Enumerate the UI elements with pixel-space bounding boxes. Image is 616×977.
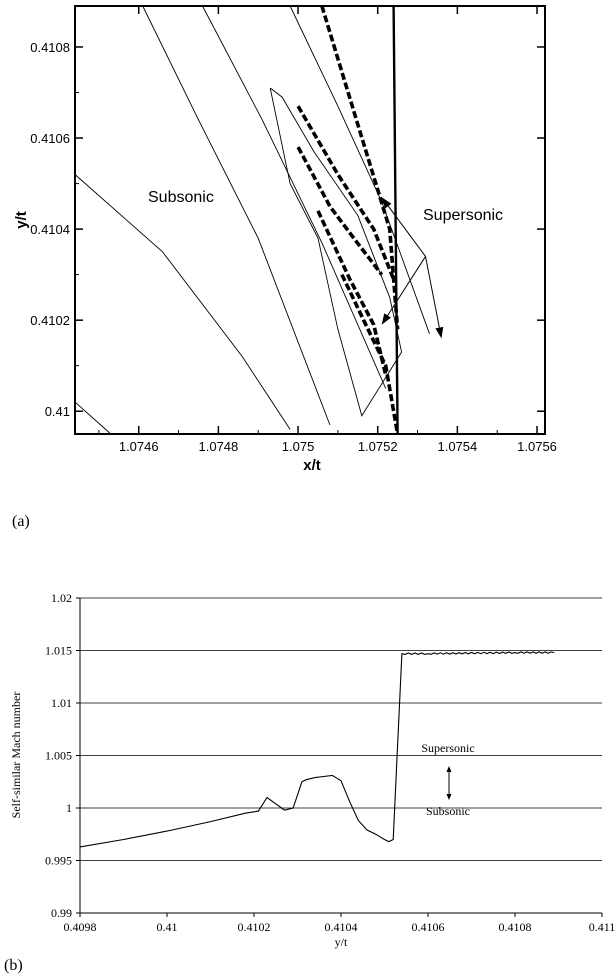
sonic-line	[296, 105, 396, 280]
y-tick-label: 0.41	[45, 404, 70, 419]
y-tick-label: 0.4108	[30, 40, 70, 55]
y-tick-label: 1.01	[51, 696, 72, 710]
x-tick-label: 0.4108	[499, 920, 532, 934]
x-axis-ticks-b: 0.4098 0.41 0.4102 0.4104 0.4106 0.4108 0.411	[64, 913, 616, 934]
mach-number-series	[79, 651, 555, 848]
x-axis-label-b: y/t	[335, 935, 348, 949]
panel-b-line-chart: 0.4098 0.41 0.4102 0.4104 0.4106 0.4108 0.411 …	[4, 591, 615, 974]
y-axis-ticks-a: 0.41 0.4102 0.4104 0.4106 0.4108	[30, 40, 545, 419]
sonic-line	[340, 273, 400, 435]
annotation-arrow	[381, 197, 426, 257]
contour-line	[269, 87, 403, 417]
annotation-arrows	[381, 197, 444, 339]
annotation-arrow	[381, 256, 426, 325]
contour-lines	[74, 5, 430, 435]
x-axis-label-a: x/t	[303, 457, 321, 474]
x-tick-label: 0.4106	[412, 920, 445, 934]
y-tick-label: 1	[66, 801, 72, 815]
subsonic-label-b: Subsonic	[426, 804, 470, 818]
contour-line	[202, 5, 387, 389]
x-tick-label: 0.4098	[64, 920, 97, 934]
x-tick-label: 0.411	[589, 920, 616, 934]
y-tick-label: 0.995	[45, 854, 72, 868]
gridlines-b	[80, 597, 602, 861]
x-tick-label: 1.075	[282, 439, 315, 454]
supersonic-label-b: Supersonic	[421, 741, 474, 755]
x-tick-label: 1.0756	[517, 439, 557, 454]
plot-frame-a	[74, 5, 546, 435]
x-tick-label: 1.0752	[358, 439, 398, 454]
y-tick-label: 0.4102	[30, 313, 70, 328]
x-axis-ticks-a: 1.0746 1.0748 1.075 1.0752 1.0754 1.0756	[98, 6, 557, 454]
y-tick-label: 1.02	[51, 591, 72, 605]
sonic-lines	[296, 5, 400, 435]
x-tick-label: 1.0748	[199, 439, 239, 454]
panel-label-a: (a)	[12, 513, 30, 530]
y-axis-label-a: y/t	[13, 211, 30, 229]
subsonic-region-label: Subsonic	[148, 189, 214, 206]
x-tick-label: 0.4104	[325, 920, 358, 934]
panel-a-contour-plot: 1.0746 1.0748 1.075 1.0752 1.0754 1.0756 0.41…	[12, 5, 557, 530]
contour-line	[392, 5, 399, 435]
supersonic-region-label: Supersonic	[423, 207, 503, 224]
y-tick-label: 0.4106	[30, 131, 70, 146]
sonic-line	[320, 5, 400, 330]
region-arrow-b	[446, 766, 452, 800]
x-tick-label: 0.4102	[238, 920, 271, 934]
y-tick-label: 1.015	[45, 644, 72, 658]
contour-line	[74, 174, 291, 430]
x-tick-label: 0.41	[157, 920, 178, 934]
x-tick-label: 1.0754	[437, 439, 477, 454]
contour-line	[74, 401, 112, 435]
x-tick-label: 1.0746	[119, 439, 159, 454]
contour-line	[142, 5, 331, 426]
y-axis-label-b: Self-similar Mach number	[9, 692, 23, 819]
contour-line	[289, 5, 430, 334]
annotation-arrow	[425, 256, 444, 339]
y-axis-ticks-b: 0.99 0.995 1 1.005 1.01 1.015 1.02	[45, 591, 80, 920]
y-tick-label: 0.99	[51, 906, 72, 920]
sonic-line	[296, 146, 384, 276]
y-tick-label: 0.4104	[30, 222, 70, 237]
panel-label-b: (b)	[4, 957, 23, 974]
y-tick-label: 1.005	[45, 749, 72, 763]
